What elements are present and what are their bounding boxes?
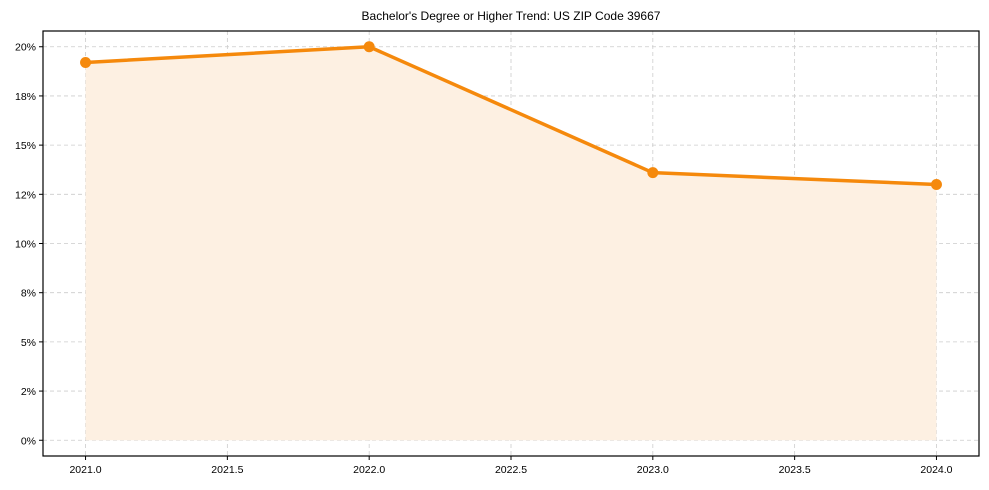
y-tick-label: 15% (15, 140, 36, 152)
y-tick-label: 12% (15, 189, 36, 201)
y-tick-label: 0% (21, 435, 36, 447)
x-tick-label: 2023.0 (637, 464, 669, 476)
y-tick-label: 10% (15, 239, 36, 251)
area-fill (85, 46, 937, 441)
data-point (80, 56, 92, 68)
y-axis: 0% 2% 5% 8% 10% 12% 15% 18% 20% (15, 42, 43, 447)
y-tick-label: 2% (21, 386, 36, 398)
x-tick-label: 2022.0 (353, 464, 385, 476)
x-tick-label: 2021.5 (211, 464, 243, 476)
y-tick-label: 8% (21, 288, 36, 300)
y-tick-label: 5% (21, 337, 36, 349)
data-point (363, 41, 375, 53)
x-tick-label: 2022.5 (495, 464, 527, 476)
x-tick-label: 2023.5 (779, 464, 811, 476)
x-tick-label: 2021.0 (69, 464, 101, 476)
x-axis: 2021.0 2021.5 2022.0 2022.5 2023.0 2023.5 2024… (69, 456, 953, 476)
chart-title: Bachelor's Degree or Higher Trend: US ZI… (361, 9, 661, 23)
data-line (85, 44, 937, 187)
y-tick-label: 20% (15, 42, 36, 54)
data-markers (80, 41, 942, 190)
data-point (930, 178, 942, 190)
data-point (647, 167, 659, 179)
x-tick-label: 2024.0 (920, 464, 952, 476)
y-tick-label: 18% (15, 91, 36, 103)
